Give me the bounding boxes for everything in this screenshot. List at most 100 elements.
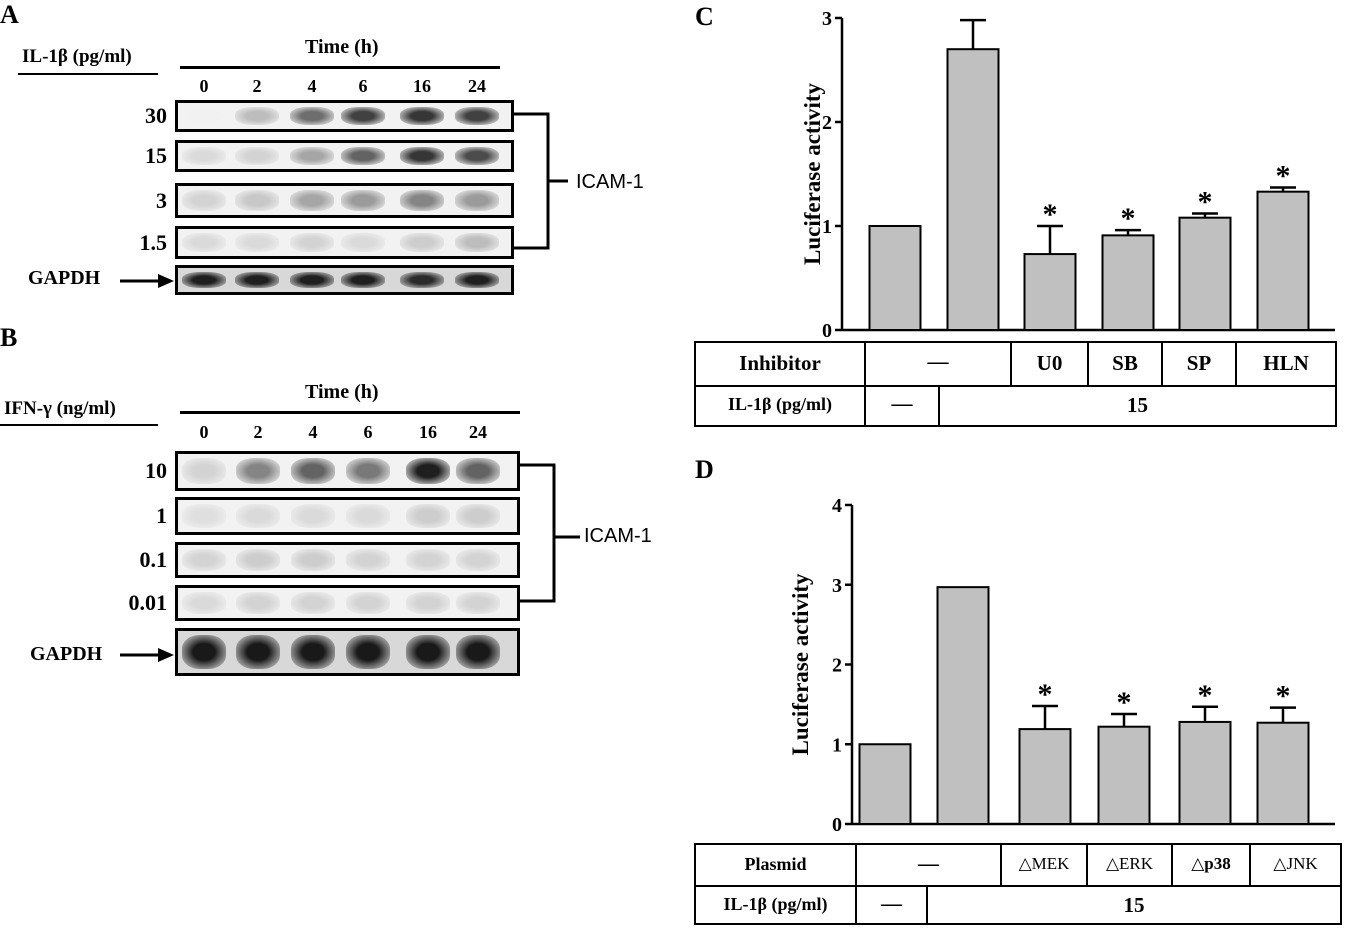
icam1-blot	[175, 226, 514, 259]
timepoint-label: 6	[363, 422, 373, 442]
table-col-divider	[855, 845, 857, 923]
panel-a-time-underline	[180, 66, 500, 69]
bar	[1256, 190, 1310, 331]
blot-band	[455, 147, 499, 165]
table-col-divider	[1087, 343, 1089, 385]
concentration-label: 30	[145, 103, 167, 128]
y-tick-label: 2	[822, 112, 832, 134]
blot-band	[400, 190, 444, 211]
panel-b-treatment-label: IFN-γ (ng/ml)	[4, 398, 116, 419]
concentration-label: 0.1	[139, 547, 168, 572]
concentration-label: 1	[156, 503, 167, 528]
blot-band	[235, 233, 279, 252]
bar	[1256, 721, 1310, 825]
panel-b-time-label: Time (h)	[305, 381, 379, 403]
table-row-label-inhibitor: Inhibitor	[739, 351, 821, 375]
blot-band	[341, 272, 385, 288]
y-tick-label: 0	[832, 814, 842, 835]
panel-d-table: Plasmid — △MEK △ERK △p38 △JNK IL-1β (pg/…	[694, 843, 1342, 925]
blot-band	[291, 592, 335, 614]
concentration-label: 15	[145, 143, 167, 168]
bar	[1023, 253, 1077, 331]
timepoint-label: 24	[468, 76, 486, 96]
blot-band	[341, 233, 385, 252]
blot-band	[400, 147, 444, 165]
blot-band	[456, 592, 500, 614]
blot-band	[455, 233, 499, 252]
blot-band	[346, 592, 390, 614]
table-cell: —	[927, 349, 949, 373]
panel-a-target-label: ICAM-1	[576, 171, 644, 193]
bar	[1101, 234, 1155, 331]
table-col-divider	[926, 885, 928, 923]
blot-band	[456, 504, 500, 528]
table-cell: U0	[1036, 351, 1063, 375]
blot-band	[236, 458, 280, 484]
table-cell: SP	[1186, 351, 1212, 375]
blot-band	[455, 107, 499, 125]
blot-band	[341, 147, 385, 165]
panel-a-bracket	[514, 112, 568, 250]
timepoint-label: 16	[413, 76, 431, 96]
blot-band	[346, 504, 390, 528]
bar	[1018, 728, 1072, 825]
table-col-divider	[1010, 343, 1012, 385]
table-cell: 15	[1123, 893, 1145, 917]
panel-d-letter: D	[695, 455, 714, 484]
blot-band	[290, 147, 334, 165]
panel-b-gapdh-arrow	[120, 648, 174, 662]
significance-marker: *	[1198, 186, 1213, 219]
timepoint-label: 0	[199, 422, 209, 442]
timepoint-label: 4	[307, 76, 317, 96]
table-col-divider	[1086, 845, 1088, 885]
y-tick-label: 1	[832, 734, 842, 756]
blot-band	[182, 190, 226, 211]
y-tick-label: 3	[832, 575, 842, 597]
panel-b-target-label: ICAM-1	[584, 525, 652, 547]
blot-band	[235, 147, 279, 165]
timepoint-label: 2	[253, 422, 263, 442]
panel-a-gapdh-arrow	[120, 274, 174, 288]
bar	[858, 743, 912, 825]
timepoint-label: 0	[199, 76, 209, 96]
blot-band	[182, 107, 226, 125]
y-tick-label: 2	[832, 655, 842, 677]
table-col-divider	[1161, 343, 1163, 385]
table-row-divider	[696, 885, 1340, 887]
blot-band	[400, 233, 444, 252]
blot-band	[456, 635, 500, 669]
table-cell: △ERK	[1105, 854, 1154, 873]
table-col-divider	[938, 385, 940, 425]
panel-a-loading-label: GAPDH	[28, 267, 101, 289]
y-tick-label: 4	[832, 495, 842, 517]
blot-band	[291, 635, 335, 669]
table-col-divider	[1235, 343, 1237, 385]
panel-c-table: Inhibitor — U0 SB SP HLN IL-1β (pg/ml) —…	[694, 341, 1337, 427]
blot-band	[182, 592, 226, 614]
blot-band	[235, 272, 279, 288]
significance-marker: *	[1276, 160, 1291, 193]
bar	[868, 225, 922, 331]
panel-a-treatment-underline	[18, 73, 158, 75]
table-cell: △MEK	[1018, 854, 1070, 873]
concentration-label: 1.5	[139, 229, 168, 255]
blot-band	[290, 272, 334, 288]
blot-band	[182, 635, 226, 669]
y-tick-label: 1	[822, 216, 832, 238]
blot-band	[400, 107, 444, 125]
panel-c-chart: 0 1 2 3 Luciferase activity * * * *	[800, 8, 1335, 342]
panel-a-treatment-label: IL-1β (pg/ml)	[22, 46, 132, 67]
significance-marker: *	[1121, 202, 1136, 235]
panel-d-chart: 0 1 2 3 4 Luciferase activity * * * *	[788, 495, 1335, 835]
blot-band	[406, 504, 450, 528]
table-col-divider	[864, 343, 866, 425]
significance-marker: *	[1043, 198, 1058, 231]
y-tick-label: 3	[822, 8, 832, 30]
icam1-blot	[175, 140, 514, 172]
bar	[936, 586, 990, 825]
table-row-divider	[696, 385, 1335, 387]
blot-band	[182, 272, 226, 288]
table-row-label-plasmid: Plasmid	[744, 854, 807, 874]
blot-band	[400, 272, 444, 288]
concentration-label: 3	[156, 187, 167, 213]
